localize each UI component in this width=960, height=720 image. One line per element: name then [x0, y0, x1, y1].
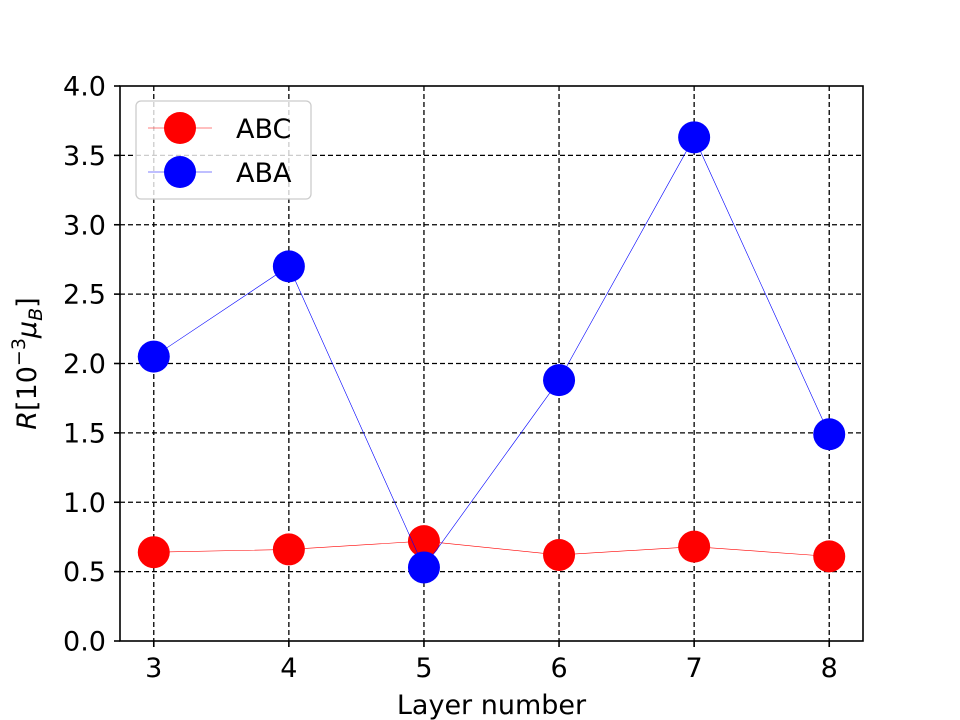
data-point-aba [543, 364, 576, 397]
y-tick-label: 4.0 [63, 72, 106, 103]
data-point-aba [407, 551, 440, 584]
legend-marker [164, 112, 196, 144]
legend-label: ABC [236, 114, 291, 145]
legend-label: ABA [236, 158, 292, 189]
legend: ABC ABA [135, 100, 312, 200]
series-aba [137, 121, 846, 584]
y-tick-label: 3.5 [63, 141, 106, 172]
data-point-abc [813, 540, 846, 573]
y-tick-label: 2.5 [63, 280, 106, 311]
y-tick-label: 1.5 [63, 418, 106, 449]
data-point-aba [137, 340, 170, 373]
y-tick-label: 2.0 [63, 349, 106, 380]
data-point-abc [543, 538, 576, 571]
y-tick-label: 0.5 [63, 557, 106, 588]
axis-ticks: 3 4 5 6 7 8 0.0 0.5 1.0 1.5 2.0 2.5 3.0 3.5 4.0 [63, 72, 838, 685]
y-tick-label: 0.0 [63, 627, 106, 658]
legend-entry-abc: ABC [148, 112, 291, 145]
x-tick-label: 8 [821, 653, 838, 684]
series-line-abc [153, 540, 830, 557]
y-tick-label: 1.0 [63, 488, 106, 519]
x-axis-label: Layer number [397, 690, 587, 720]
x-tick-label: 4 [280, 653, 297, 684]
data-point-aba [272, 250, 305, 283]
legend-entry-aba: ABA [148, 156, 292, 189]
x-tick-label: 5 [415, 653, 432, 684]
y-axis-label: R[10−3μB] [8, 297, 47, 429]
series-abc [137, 525, 846, 573]
data-point-aba [678, 121, 711, 154]
x-tick-label: 7 [686, 653, 703, 684]
y-tick-label: 3.0 [63, 210, 106, 241]
data-point-abc [137, 536, 170, 569]
series-line-aba [153, 136, 830, 569]
x-tick-label: 3 [145, 653, 162, 684]
series-group [137, 121, 846, 584]
data-point-aba [813, 418, 846, 451]
grid-lines [120, 86, 863, 641]
x-tick-label: 6 [550, 653, 567, 684]
data-point-abc [678, 530, 711, 563]
data-point-abc [272, 533, 305, 566]
legend-marker [164, 156, 196, 188]
